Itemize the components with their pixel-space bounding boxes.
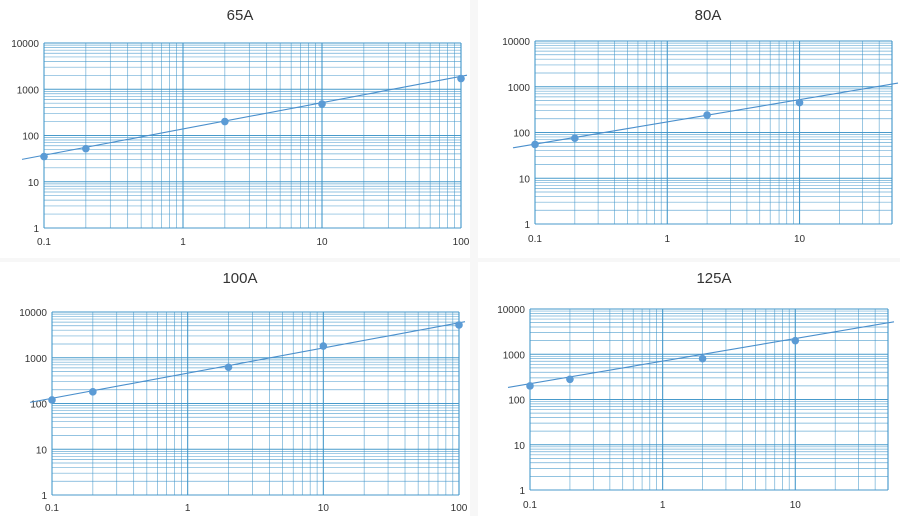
y-tick-label: 100 <box>22 132 39 143</box>
gridlines <box>529 308 889 491</box>
data-point <box>791 336 800 345</box>
data-point <box>526 382 534 390</box>
data-point <box>319 342 328 350</box>
y-tick-label: 10000 <box>502 37 530 48</box>
y-tick-label: 100 <box>30 400 47 411</box>
data-point <box>703 111 711 119</box>
x-tick-label: 0.1 <box>37 237 51 248</box>
data-point <box>698 354 707 363</box>
y-tick-label: 1000 <box>25 354 48 365</box>
chart-svg: 65A 1 10 100 1000 10000 0.1 1 10 100 <box>11 7 470 248</box>
x-tick-label: 1 <box>664 234 670 245</box>
data-point <box>224 363 233 372</box>
chart-panel-125a: 125A 1 10 100 1000 10000 0.1 1 10 <box>478 262 900 516</box>
x-tick-label: 10 <box>318 503 330 514</box>
data-point <box>318 100 326 108</box>
chart-title: 100A <box>222 270 257 287</box>
y-tick-label: 1 <box>524 220 530 231</box>
y-tick-label: 1 <box>33 224 39 235</box>
chart-panel-100a: 100A 1 10 100 1000 10000 0.1 1 10 100 <box>0 262 470 516</box>
y-tick-label: 10000 <box>19 308 47 319</box>
trendline <box>21 74 468 160</box>
gridlines <box>51 311 460 496</box>
y-tick-label: 1000 <box>503 350 526 361</box>
data-point <box>89 388 97 396</box>
chart-panel-65a: 65A 1 10 100 1000 10000 0.1 1 10 100 <box>0 0 470 258</box>
chart-svg: 125A 1 10 100 1000 10000 0.1 1 10 <box>497 270 895 511</box>
x-tick-label: 0.1 <box>523 500 537 511</box>
x-tick-label: 1 <box>180 237 186 248</box>
data-point <box>566 375 574 384</box>
y-tick-label: 1000 <box>508 83 531 94</box>
data-point <box>531 140 539 149</box>
y-tick-label: 1 <box>41 491 47 502</box>
y-tick-label: 10 <box>514 441 526 452</box>
x-tick-label: 1 <box>660 500 666 511</box>
trendline <box>29 321 466 403</box>
data-point <box>221 117 229 126</box>
y-tick-label: 1000 <box>17 85 40 96</box>
chart-panel-80a: 80A 1 10 100 1000 10000 0.1 1 10 <box>478 0 900 258</box>
x-tick-label: 100 <box>453 237 470 248</box>
x-tick-label: 0.1 <box>528 234 542 245</box>
chart-title: 65A <box>227 7 254 24</box>
chart-svg: 80A 1 10 100 1000 10000 0.1 1 10 <box>502 7 899 245</box>
y-tick-label: 100 <box>513 129 530 140</box>
x-tick-label: 10 <box>794 234 806 245</box>
x-tick-label: 10 <box>316 237 328 248</box>
data-point <box>457 74 465 83</box>
x-tick-label: 10 <box>790 500 802 511</box>
y-tick-label: 10 <box>36 445 48 456</box>
data-point <box>40 152 48 161</box>
data-point <box>571 134 579 143</box>
y-tick-label: 10 <box>28 178 40 189</box>
x-tick-label: 0.1 <box>45 503 59 514</box>
y-tick-label: 10000 <box>497 305 525 316</box>
x-tick-label: 100 <box>451 503 468 514</box>
x-tick-label: 1 <box>185 503 191 514</box>
gridlines <box>534 40 893 225</box>
data-point <box>48 396 56 404</box>
data-point <box>455 321 463 329</box>
data-point <box>795 98 804 107</box>
chart-title: 80A <box>695 7 722 24</box>
y-tick-label: 10 <box>519 174 531 185</box>
chart-title: 125A <box>696 270 731 287</box>
y-tick-label: 1 <box>519 486 525 497</box>
gridlines <box>43 42 462 229</box>
data-point <box>82 144 90 153</box>
y-tick-label: 10000 <box>11 39 39 50</box>
y-tick-label: 100 <box>508 396 525 407</box>
